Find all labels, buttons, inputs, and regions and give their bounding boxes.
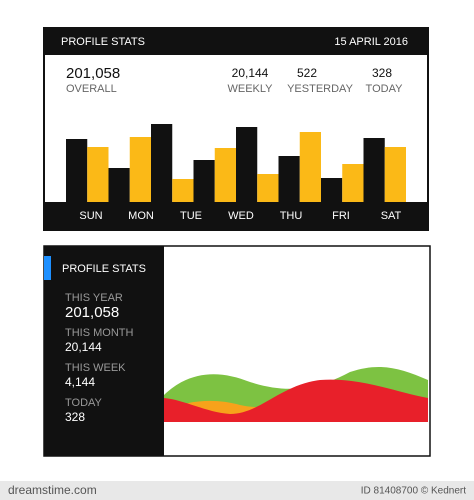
sidebar-title: PROFILE STATS [62, 263, 146, 275]
sidebar [44, 246, 164, 456]
sidebar-value: 328 [65, 410, 85, 424]
top-header [44, 28, 428, 55]
bar [321, 178, 343, 202]
footer-credit: ID 81408700 © Kednert [361, 486, 466, 497]
stat-label: YESTERDAY [287, 83, 353, 95]
bar [129, 137, 151, 202]
sidebar-value: 20,144 [65, 340, 102, 354]
day-label: SUN [79, 210, 102, 222]
bar [363, 138, 385, 202]
sidebar-value: 201,058 [65, 304, 119, 321]
bar [236, 127, 258, 202]
stat-label: WEEKLY [227, 83, 273, 95]
bar [342, 164, 364, 202]
bar [66, 139, 88, 202]
bar-chart: SUN MON TUE WED THU FRI SAT [66, 124, 406, 222]
day-label: WED [228, 210, 254, 222]
area-red [164, 379, 428, 422]
bar [151, 124, 173, 202]
bar [214, 148, 236, 202]
day-label: SAT [381, 210, 402, 222]
bar [257, 174, 279, 202]
sidebar-label: TODAY [65, 397, 103, 409]
accent [44, 256, 51, 280]
top-date: 15 APRIL 2016 [334, 36, 408, 48]
bar [278, 156, 300, 202]
bar [172, 179, 194, 202]
stat-value: 328 [372, 66, 392, 80]
bar [108, 168, 130, 202]
sidebar-label: THIS MONTH [65, 327, 133, 339]
stat-value: 20,144 [232, 66, 269, 80]
bar [193, 160, 215, 202]
footer [0, 481, 474, 500]
sidebar-label: THIS WEEK [65, 362, 126, 374]
day-label: FRI [332, 210, 350, 222]
bar [87, 147, 109, 202]
day-label: THU [280, 210, 303, 222]
stat-label: TODAY [366, 83, 404, 95]
day-band [44, 202, 428, 230]
bar [299, 132, 321, 202]
sidebar-label: THIS YEAR [65, 292, 123, 304]
top-title: PROFILE STATS [61, 36, 145, 48]
day-label: TUE [180, 210, 202, 222]
bar [384, 147, 406, 202]
stat-value: 522 [297, 66, 317, 80]
sidebar-value: 4,144 [65, 375, 95, 389]
footer-site: dreamstime.com [8, 483, 97, 497]
stat-value: 201,058 [66, 65, 120, 82]
stat-label: OVERALL [66, 83, 117, 95]
day-label: MON [128, 210, 154, 222]
